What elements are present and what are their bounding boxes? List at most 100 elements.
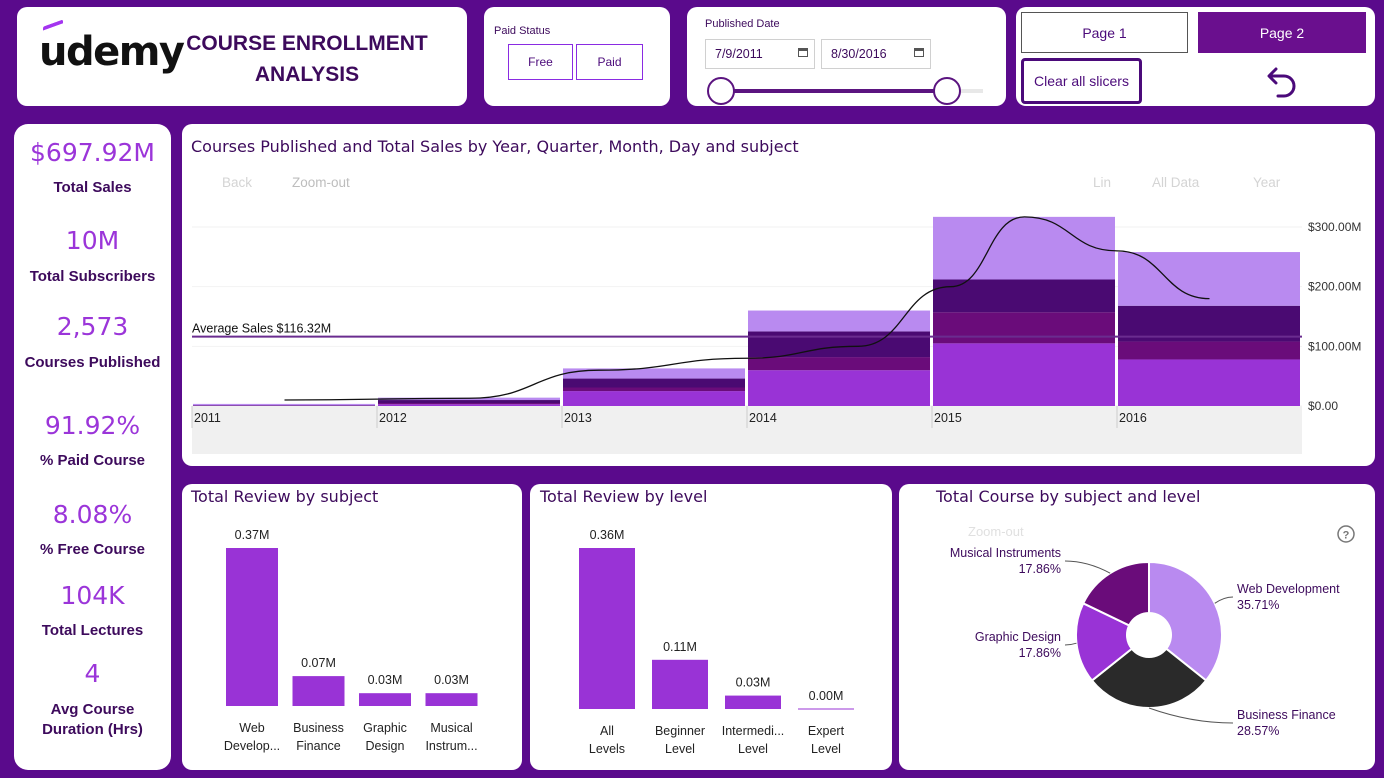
bar [725, 695, 781, 709]
pie-label-value: 17.86% [1019, 646, 1061, 660]
calendar-icon[interactable] [798, 48, 808, 57]
category-label: Level [665, 742, 695, 756]
category-label: Musical [430, 721, 472, 735]
subject-chart-title: Total Review by subject [191, 487, 379, 506]
y-tick-label: $0.00 [1308, 399, 1338, 413]
stacked-bar-segment [1118, 359, 1300, 406]
pie-slice [1148, 560, 1223, 682]
bar [425, 693, 478, 706]
data-label: 0.11M [663, 640, 697, 654]
x-tick-label: 2015 [934, 411, 962, 425]
category-label: Level [738, 742, 768, 756]
paid-status-slicer: Paid Status Free Paid [484, 7, 670, 106]
stacked-bar-segment [1118, 305, 1300, 342]
total-lectures-value: 104K [60, 581, 125, 610]
y-tick-label: $100.00M [1308, 339, 1361, 353]
published-date-label: Published Date [705, 18, 780, 30]
pie-label-value: 28.57% [1237, 724, 1279, 738]
data-label: 0.07M [301, 656, 336, 670]
pie-slice [1075, 602, 1134, 682]
end-date-input[interactable]: 8/30/2016 [821, 39, 931, 69]
undo-arrow-icon[interactable] [1260, 62, 1300, 100]
total-lectures-label: Total Lectures [41, 622, 144, 639]
date-range-track[interactable] [720, 89, 948, 93]
pie-label-name: Musical Instruments [950, 546, 1061, 560]
total-sales-label: Total Sales [53, 179, 132, 196]
page2-button[interactable]: Page 2 [1198, 12, 1366, 53]
paid-status-label: Paid Status [494, 25, 551, 37]
calendar-icon[interactable] [914, 48, 924, 57]
pie-leader-line [1064, 642, 1077, 646]
stacked-bar-segment [378, 400, 560, 404]
data-label: 0.37M [235, 528, 270, 542]
avg-duration-label: Avg Course Duration (Hrs) [42, 701, 143, 738]
stacked-bar-segment [933, 312, 1115, 344]
udemy-logo: udemy [39, 19, 185, 75]
pie-label-value: 35.71% [1237, 598, 1279, 612]
subject-chart-plot: 0.37M Web Develop... 0.07M Business Finance 0.… [224, 528, 478, 753]
category-label: Web [239, 721, 265, 735]
pie-label-value: 17.86% [1019, 562, 1061, 576]
page-title: COURSE ENROLLMENT ANALYSIS [186, 32, 428, 86]
y-tick-label: $200.00M [1308, 280, 1361, 294]
category-label: Levels [589, 742, 625, 756]
pie-label-name: Web Development [1237, 582, 1340, 596]
x-tick-label: 2014 [749, 411, 777, 425]
navigation-card: Page 1 Page 2 Clear all slicers [1016, 7, 1375, 106]
clear-slicers-button[interactable]: Clear all slicers [1021, 58, 1142, 104]
zoom-out-button[interactable]: Zoom-out [292, 175, 350, 190]
category-label: Expert [808, 724, 845, 738]
data-label: 0.03M [368, 673, 403, 687]
date-start-handle[interactable] [707, 77, 735, 105]
category-label: Level [811, 742, 841, 756]
free-course-label: % Free Course [39, 541, 146, 558]
category-label: Beginner [655, 724, 705, 738]
pie-slice [1090, 647, 1208, 709]
bar [226, 548, 278, 706]
data-label: 0.03M [736, 676, 771, 690]
help-icon[interactable]: ? [1336, 524, 1356, 544]
data-label: 0.03M [434, 673, 469, 687]
sales-by-year-chart: Courses Published and Total Sales by Yea… [182, 124, 1375, 466]
x-tick-label: 2012 [379, 411, 407, 425]
y-tick-label: $300.00M [1308, 220, 1361, 234]
year-button[interactable]: Year [1253, 175, 1281, 190]
average-label: Average Sales $116.32M [192, 322, 331, 336]
stacked-bar-segment [378, 404, 560, 406]
date-end-handle[interactable] [933, 77, 961, 105]
total-subscribers-value: 10M [65, 226, 120, 255]
svg-text:?: ? [1343, 530, 1350, 542]
header-card: udemy COURSE ENROLLMENT ANALYSIS [17, 7, 467, 106]
stacked-bar-segment [563, 387, 745, 392]
stacked-bar-segment [933, 216, 1115, 280]
pie-chart-title: Total Course by subject and level [936, 487, 1201, 506]
free-button[interactable]: Free [508, 44, 573, 80]
category-label: Instrum... [425, 739, 477, 753]
total-subscribers-label: Total Subscribers [29, 268, 156, 285]
paid-button[interactable]: Paid [576, 44, 643, 80]
pie-label-name: Graphic Design [975, 630, 1061, 644]
page1-button[interactable]: Page 1 [1021, 12, 1188, 53]
stacked-bar-segment [378, 403, 560, 405]
back-button[interactable]: Back [222, 175, 253, 190]
main-chart-title: Courses Published and Total Sales by Yea… [191, 137, 799, 156]
courses-published-value: 2,573 [56, 312, 129, 341]
stacked-bar-segment [193, 403, 375, 406]
data-label: 0.36M [590, 528, 625, 542]
avg-duration-value: 4 [84, 659, 101, 688]
pie-zoom-out[interactable]: Zoom-out [968, 524, 1024, 539]
courses-published-label: Courses Published [24, 354, 161, 371]
start-date-input[interactable]: 7/9/2011 [705, 39, 815, 69]
stacked-bar-segment [563, 368, 745, 379]
data-label: 0.00M [809, 689, 844, 703]
all-data-button[interactable]: All Data [1152, 175, 1200, 190]
bar [652, 659, 708, 709]
x-tick-label: 2011 [194, 411, 221, 425]
level-chart-title: Total Review by level [540, 487, 708, 506]
total-sales-value: $697.92M [30, 138, 155, 167]
stacked-bar-segment [748, 370, 930, 406]
stacked-bar-segment [748, 310, 930, 332]
review-by-subject-chart: Total Review by subject 0.37M Web Develop.… [182, 484, 522, 770]
stacked-bar-segment [1118, 341, 1300, 360]
lin-button[interactable]: Lin [1093, 175, 1112, 190]
